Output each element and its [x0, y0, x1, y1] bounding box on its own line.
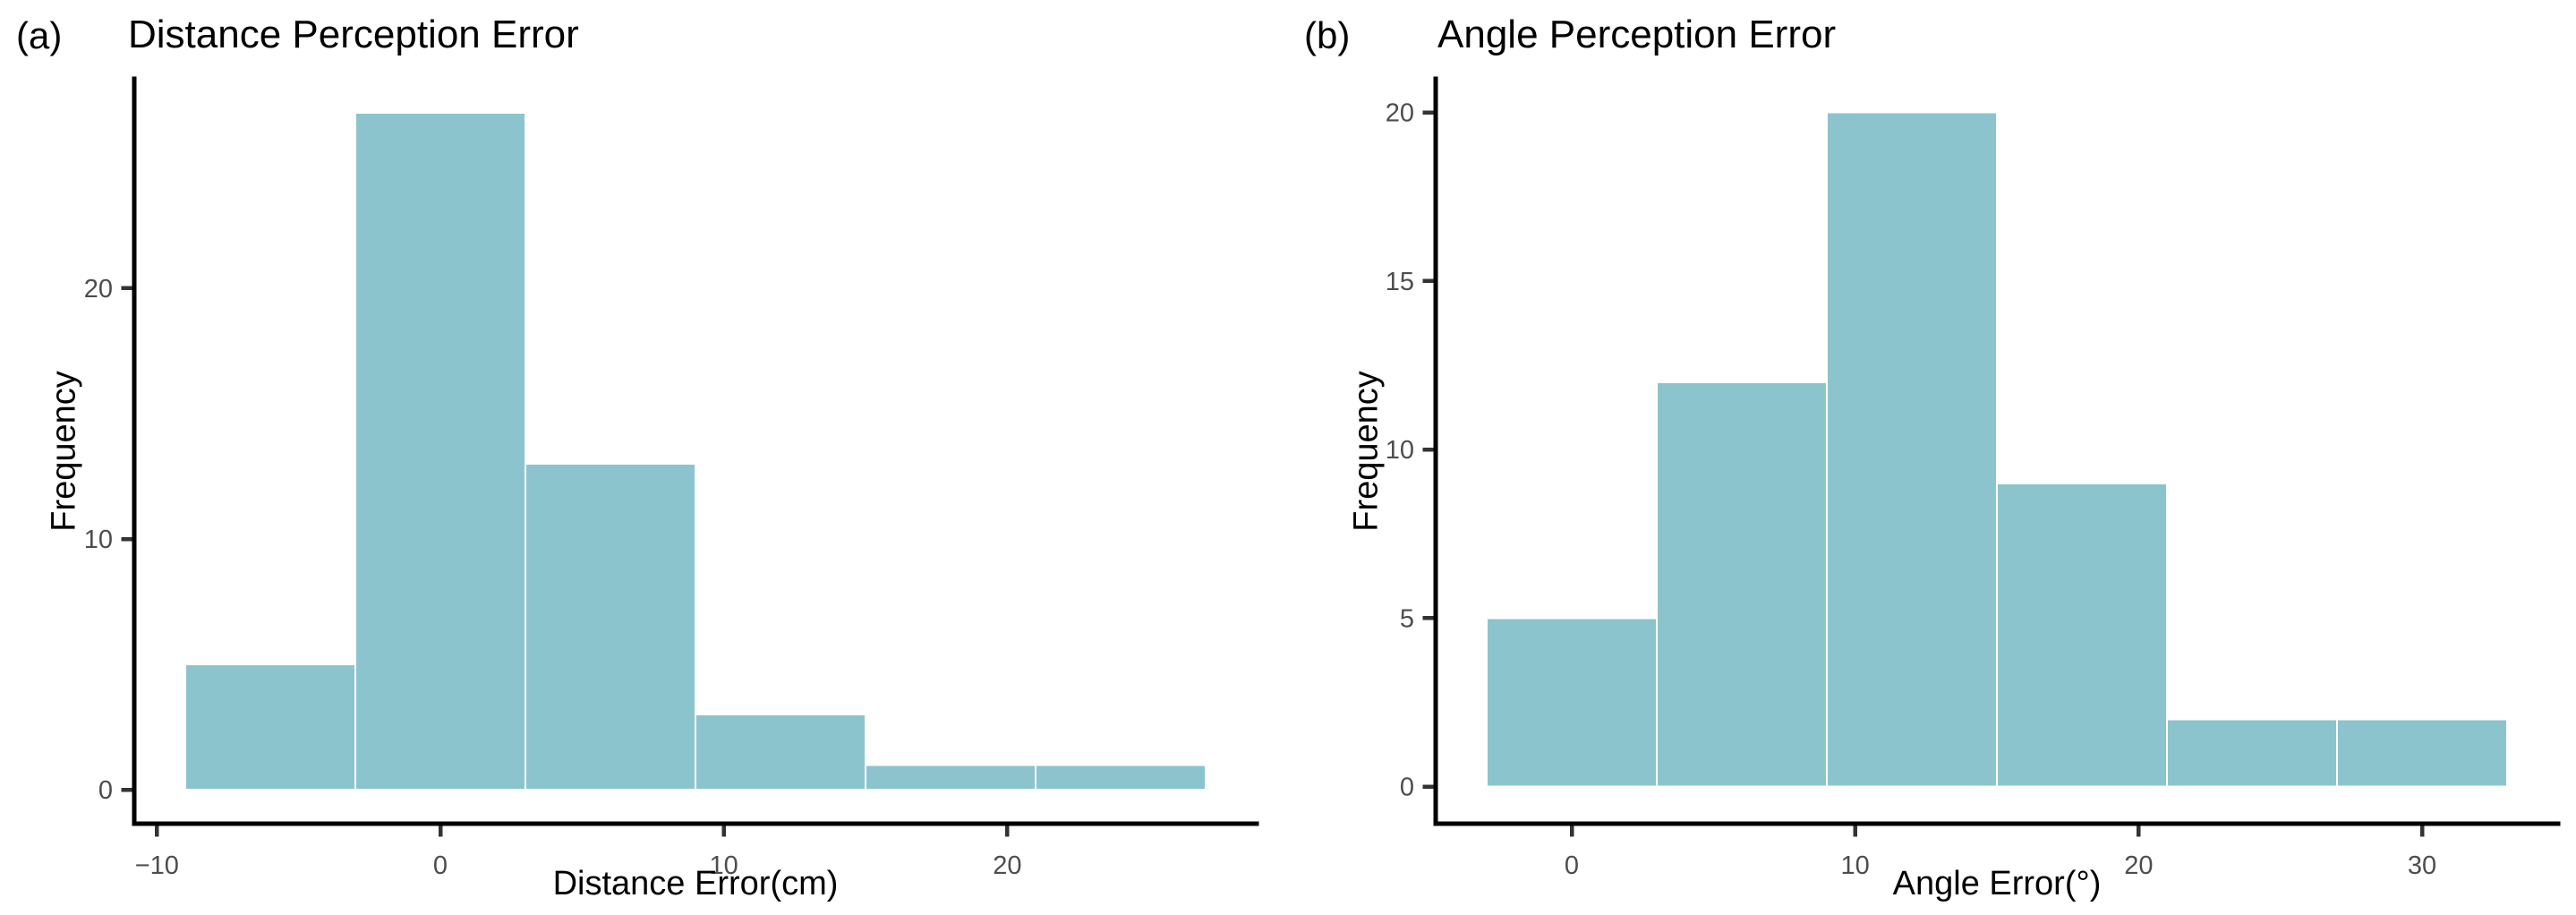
panel-distance-error: −10 0 10 20 0 10 20 (a) Distance Perception Er… — [16, 13, 1259, 902]
histogram-bar — [864, 764, 1037, 791]
x-tick-label: 20 — [993, 851, 1021, 880]
histogram-bar — [694, 713, 867, 791]
y-tick-label: 5 — [1400, 604, 1414, 633]
x-axis-label-a: Distance Error(cm) — [552, 865, 839, 902]
histogram-bar — [524, 462, 697, 791]
histogram-bar — [1655, 381, 1829, 788]
histogram-bar — [1485, 617, 1659, 788]
distance-error-histogram: −10 0 10 20 0 10 20 — [84, 76, 1259, 880]
y-tick-label: 15 — [1386, 268, 1414, 296]
panel-label-a: (a) — [16, 14, 63, 56]
x-tick-label: 10 — [1841, 851, 1870, 880]
x-tick-label: 30 — [2408, 851, 2436, 880]
histogram-bar — [354, 111, 527, 791]
x-axis-label-b: Angle Error(°) — [1892, 865, 2102, 902]
histogram-bar — [1825, 111, 1999, 788]
y-tick-label: 0 — [98, 776, 113, 805]
y-tick-label: 0 — [1400, 774, 1414, 802]
x-tick-label: −10 — [135, 851, 179, 880]
y-tick-label: 20 — [1386, 99, 1414, 128]
x-tick-label: 0 — [1565, 851, 1579, 880]
axis-lines — [132, 76, 1259, 826]
y-tick-label: 10 — [84, 526, 113, 554]
y-tick-label: 20 — [84, 275, 113, 304]
y-axis-label-a: Frequency — [45, 371, 83, 532]
histogram-bar — [183, 663, 357, 791]
chart-title-a: Distance Perception Error — [128, 13, 579, 56]
x-tick-label: 10 — [710, 851, 738, 880]
x-tick-label: 20 — [2124, 851, 2153, 880]
angle-error-histogram: 0 10 20 30 0 5 10 15 20 — [1386, 76, 2561, 880]
chart-title-b: Angle Perception Error — [1437, 13, 1837, 56]
histogram-bar — [1034, 764, 1207, 791]
x-tick-label: 0 — [433, 851, 448, 880]
y-tick-label: 10 — [1386, 436, 1414, 465]
histogram-bar — [2165, 718, 2339, 788]
y-axis-label-b: Frequency — [1347, 371, 1386, 532]
histogram-bar — [1995, 482, 2169, 788]
panel-angle-error: 0 10 20 30 0 5 10 15 20 (b) Angle Perception Err… — [1288, 0, 2576, 915]
panel-label-b: (b) — [1304, 14, 1351, 56]
histogram-bar — [2335, 718, 2509, 788]
axis-lines — [1433, 76, 2561, 826]
